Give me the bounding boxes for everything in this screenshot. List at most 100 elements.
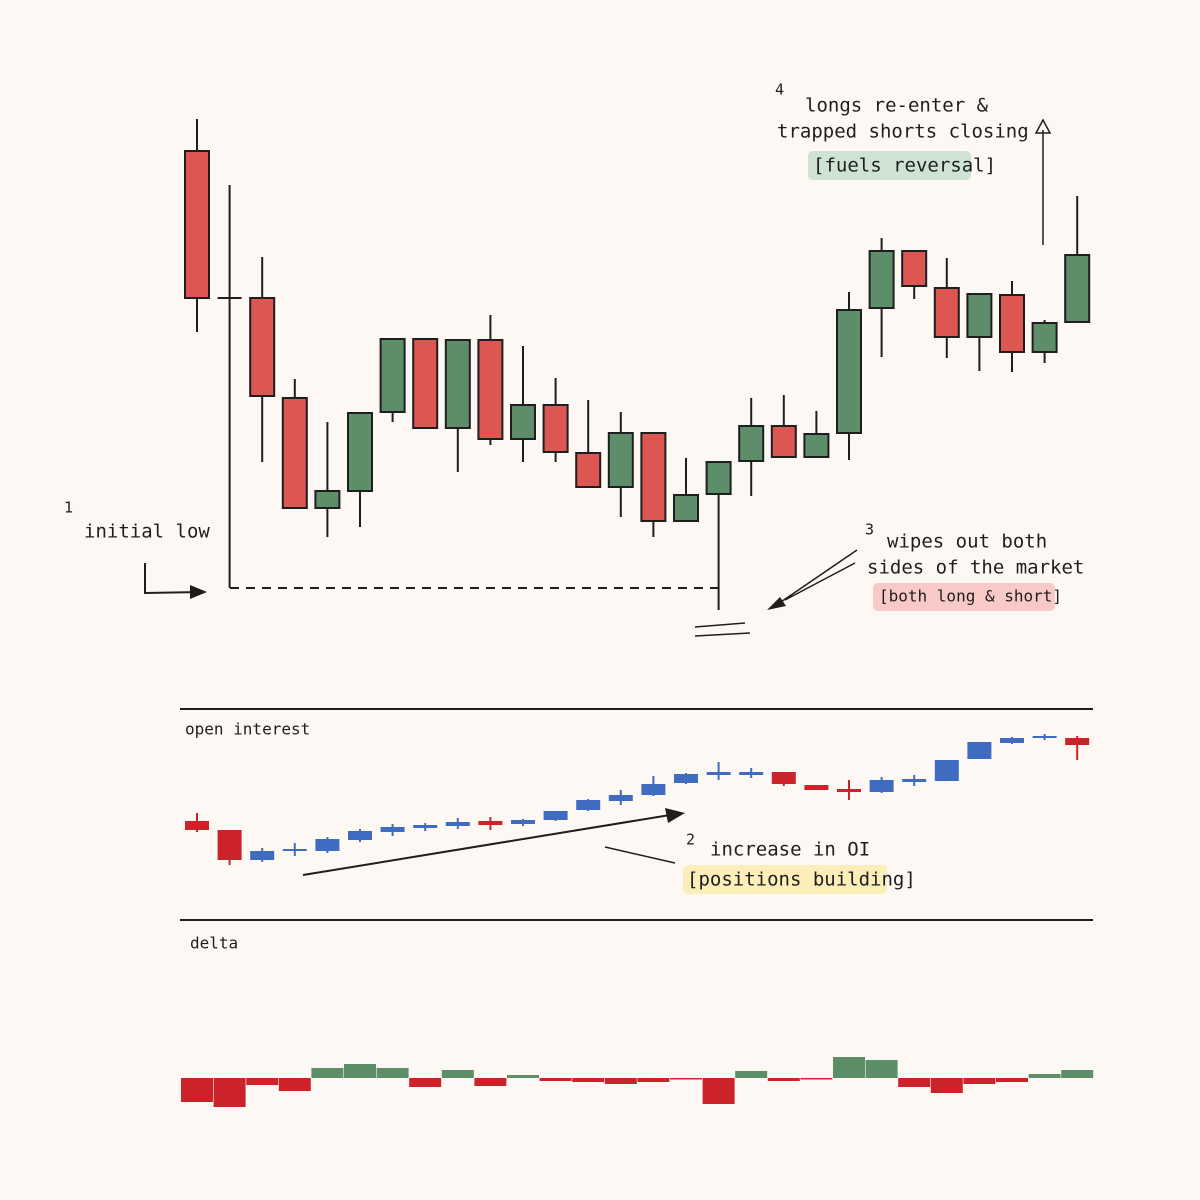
- oi-candle: [511, 820, 535, 824]
- tag-bg: [873, 583, 1055, 611]
- candle: [640, 432, 667, 522]
- oi-candle: [967, 742, 992, 759]
- delta-bar: [181, 1078, 213, 1102]
- oi-candle: [413, 825, 438, 828]
- candle: [1031, 322, 1058, 353]
- arrow-head: [1034, 118, 1052, 134]
- delta-bar: [670, 1078, 702, 1080]
- candle: [607, 432, 634, 488]
- annotation-text: sides of the market: [867, 557, 1084, 579]
- candle: [1064, 254, 1091, 323]
- oi-candle: [771, 772, 796, 784]
- candle: [510, 404, 536, 440]
- annotation-text: wipes out both: [887, 531, 1047, 553]
- delta-bar: [1028, 1074, 1061, 1078]
- delta-bar: [702, 1078, 735, 1104]
- candle: [868, 250, 895, 309]
- candle: [933, 287, 960, 338]
- delta-bar: [539, 1078, 572, 1081]
- delta-bar: [963, 1078, 996, 1084]
- delta-bars: [181, 1057, 1094, 1107]
- delta-bar: [507, 1075, 539, 1078]
- candle: [444, 339, 471, 429]
- candle: [184, 150, 210, 299]
- delta-bar: [572, 1078, 605, 1082]
- oi-candle: [348, 831, 372, 840]
- oi-candle: [543, 811, 568, 820]
- delta-bar: [213, 1078, 246, 1107]
- candle: [803, 433, 830, 458]
- delta-bar: [376, 1068, 409, 1078]
- delta-bar: [344, 1064, 376, 1078]
- candle: [673, 494, 699, 522]
- oi-candle: [739, 772, 764, 775]
- candle: [901, 250, 928, 287]
- delta-bar: [735, 1071, 768, 1078]
- oi-candle: [641, 784, 666, 795]
- annotation-number: 2: [686, 831, 695, 849]
- scribble: [694, 622, 751, 637]
- candle: [249, 297, 276, 397]
- pointer: [604, 846, 676, 864]
- arrow: [144, 563, 203, 595]
- candle: [738, 425, 765, 462]
- panel-label: open interest: [185, 720, 310, 739]
- annotation-tag: [fuels reversal]: [813, 155, 996, 177]
- oi-candle: [576, 800, 601, 810]
- arrow: [302, 814, 671, 876]
- oi-candle: [804, 785, 829, 790]
- price-candles: [184, 119, 1091, 610]
- oi-candle: [706, 772, 731, 775]
- oi-candle: [902, 779, 927, 782]
- delta-bar: [637, 1078, 670, 1082]
- oi-candle: [869, 780, 894, 792]
- delta-bar: [767, 1078, 800, 1081]
- delta-bar: [1061, 1070, 1094, 1078]
- candle: [705, 461, 732, 495]
- arrow: [774, 549, 858, 607]
- arrow-head: [767, 597, 786, 610]
- panel-label: delta: [190, 934, 238, 953]
- candle: [575, 452, 602, 488]
- annotation-number: 3: [865, 521, 874, 539]
- delta-bar: [441, 1070, 474, 1078]
- oi-candle: [1000, 738, 1024, 743]
- delta-bar: [246, 1078, 279, 1085]
- candle: [379, 338, 406, 413]
- oi-candle: [674, 774, 698, 783]
- candle: [999, 294, 1025, 353]
- delta-bar: [898, 1078, 931, 1087]
- oi-candle: [608, 795, 633, 801]
- delta-bar: [800, 1078, 833, 1080]
- oi-candle: [217, 830, 242, 860]
- delta-bar: [833, 1057, 865, 1078]
- annotation-text: initial low: [84, 521, 210, 543]
- delta-bar: [474, 1078, 507, 1086]
- arrow-head: [190, 585, 207, 599]
- delta-bar: [311, 1068, 344, 1078]
- tag-bg: [808, 151, 971, 180]
- candle: [542, 404, 569, 453]
- annotation-text: increase in OI: [710, 839, 870, 861]
- arrow-head: [665, 808, 685, 823]
- oi-candle: [478, 821, 503, 825]
- candle: [347, 412, 373, 492]
- delta-bar: [930, 1078, 963, 1093]
- delta-bar: [278, 1078, 311, 1091]
- oi-candle: [380, 827, 405, 832]
- candle: [966, 293, 993, 338]
- candle: [281, 397, 308, 509]
- candle: [314, 490, 341, 509]
- open-interest-candles: [185, 734, 1090, 865]
- annotation-text: trapped shorts closing: [777, 121, 1029, 143]
- candle: [836, 309, 862, 434]
- oi-candle: [1065, 738, 1090, 745]
- delta-bar: [409, 1078, 442, 1087]
- annotation-number: 4: [775, 81, 784, 99]
- candle: [412, 338, 439, 429]
- delta-bar: [865, 1060, 898, 1078]
- annotation-tag: [both long & short]: [879, 587, 1062, 606]
- annotation-number: 1: [64, 499, 73, 517]
- oi-candle: [315, 839, 340, 851]
